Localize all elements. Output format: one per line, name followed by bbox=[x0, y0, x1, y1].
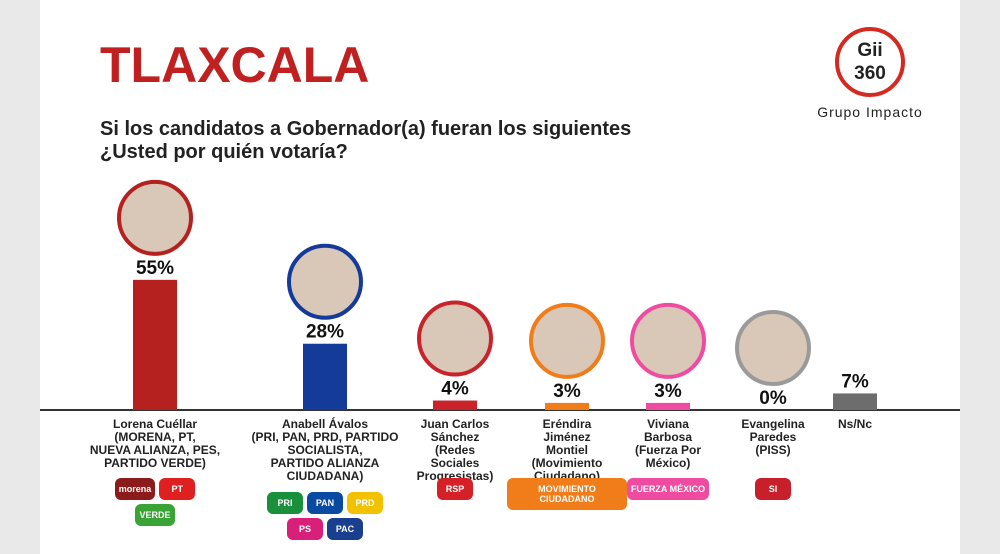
party-logos: morena PT VERDE bbox=[95, 478, 215, 526]
x-tick-label: Evangelina Paredes (PISS) bbox=[741, 417, 805, 457]
party-logos: RSP bbox=[395, 478, 515, 500]
bar bbox=[303, 343, 347, 410]
value-label: 4% bbox=[441, 379, 469, 400]
party-logo: PRD bbox=[347, 492, 383, 514]
candidate-photo bbox=[529, 302, 605, 379]
party-logo: PAC bbox=[327, 518, 363, 540]
bar bbox=[133, 279, 177, 410]
candidate-photo bbox=[117, 179, 193, 256]
bar bbox=[646, 402, 690, 410]
card bbox=[40, 0, 960, 554]
subtitle: Si los candidatos a Gobernador(a) fueran… bbox=[100, 118, 632, 163]
party-logo: PT bbox=[159, 478, 196, 500]
party-logo: VERDE bbox=[135, 504, 175, 526]
party-logo: PS bbox=[287, 518, 323, 540]
bar bbox=[433, 400, 477, 410]
party-logos: FUERZA MÉXICO bbox=[608, 478, 728, 500]
party-logo: PAN bbox=[307, 492, 343, 514]
x-tick-label: Viviana Barbosa (Fuerza Por México) bbox=[634, 417, 701, 470]
logo-text: 360 bbox=[854, 63, 886, 84]
value-label: 3% bbox=[654, 381, 682, 402]
x-tick-label: Anabell Ávalos (PRI, PAN, PRD, PARTIDO S… bbox=[251, 417, 399, 483]
x-tick-label: Ns/Nc bbox=[837, 417, 872, 431]
party-logos: SI bbox=[713, 478, 833, 500]
x-tick-label: Eréndira Jiménez Montiel (Movimiento Ciu… bbox=[531, 417, 603, 483]
candidate-photo bbox=[735, 310, 811, 386]
logo-text: Gii bbox=[857, 40, 882, 61]
x-tick-label: Lorena Cuéllar (MORENA, PT, NUEVA ALIANZ… bbox=[89, 417, 221, 470]
party-logo: FUERZA MÉXICO bbox=[626, 478, 710, 500]
party-logo: MOVIMIENTO CIUDADANO bbox=[507, 478, 627, 510]
bar bbox=[833, 393, 877, 410]
value-label: 7% bbox=[841, 371, 869, 392]
x-tick-label: Juan Carlos Sánchez (Redes Sociales Prog… bbox=[416, 417, 494, 483]
party-logo: PRI bbox=[267, 492, 303, 514]
value-label: 0% bbox=[759, 388, 787, 409]
value-label: 28% bbox=[306, 322, 344, 343]
logo-ring bbox=[835, 27, 905, 97]
chart-title: TLAXCALA bbox=[100, 37, 369, 93]
candidate-photo bbox=[630, 302, 706, 379]
party-logos: PRI PAN PRD PS PAC bbox=[265, 492, 385, 540]
party-logo: morena bbox=[114, 478, 156, 500]
candidate-photo bbox=[287, 243, 363, 320]
value-label: 3% bbox=[553, 381, 581, 402]
party-logos: MOVIMIENTO CIUDADANO bbox=[507, 478, 627, 510]
party-logo: SI bbox=[755, 478, 791, 500]
bar bbox=[545, 402, 589, 410]
brand-name: Grupo Impacto bbox=[817, 104, 923, 120]
party-logo: RSP bbox=[437, 478, 473, 500]
value-label: 55% bbox=[136, 258, 174, 279]
candidate-photo bbox=[417, 300, 493, 377]
